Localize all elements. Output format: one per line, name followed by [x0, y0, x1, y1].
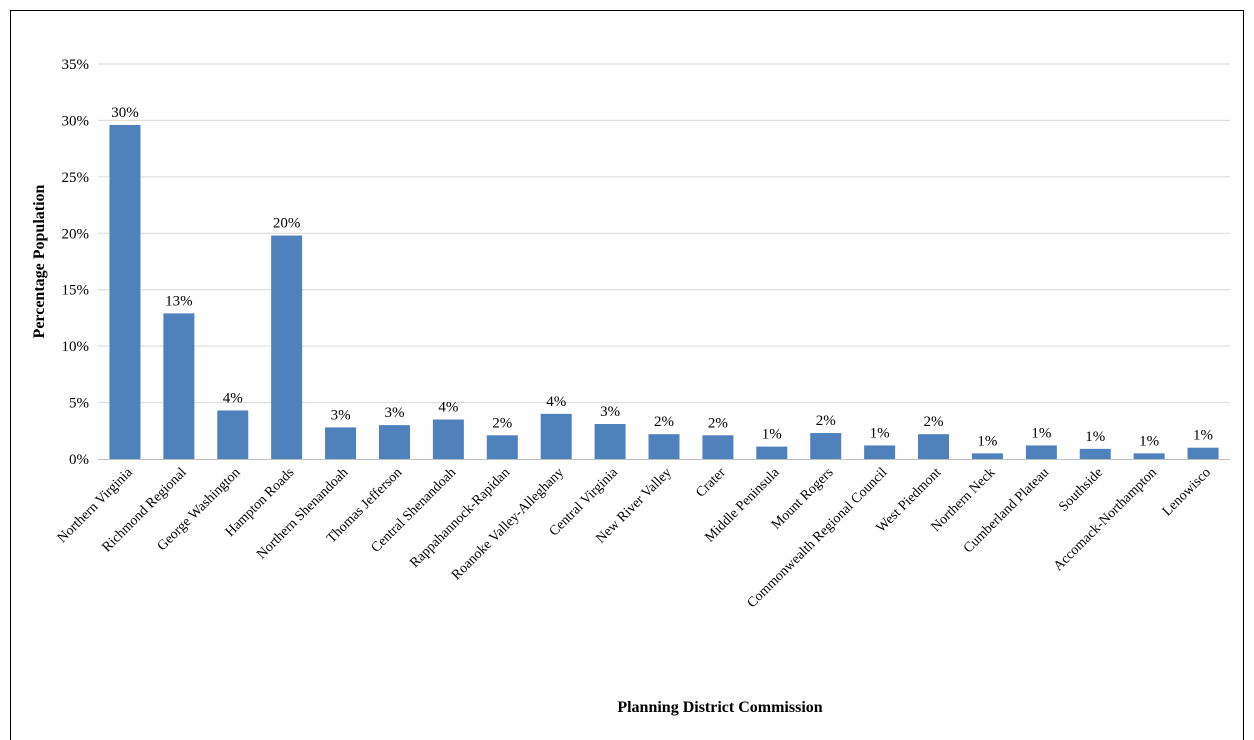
category-label: Northern Shenandoah: [254, 465, 351, 562]
y-tick-label: 0%: [69, 452, 89, 468]
data-label: 3%: [331, 407, 351, 423]
bar: [594, 424, 626, 459]
data-label: 13%: [165, 293, 193, 309]
bar: [702, 435, 734, 459]
data-label: 20%: [273, 216, 301, 232]
chart-frame: [10, 10, 1244, 740]
gridlines: [98, 63, 1230, 404]
bar: [325, 427, 357, 459]
data-label: 1%: [1031, 425, 1051, 441]
y-tick-label: 20%: [62, 226, 90, 242]
bar: [864, 445, 896, 459]
data-label: 4%: [438, 400, 458, 416]
category-label: Lenowisco: [1160, 465, 1214, 519]
bar: [971, 453, 1003, 459]
data-labels: 30% 13% 4% 20% 3% 3% 4% 2% 4% 3% 2% 2% 1% 2% 1% 2% 1% 1% 1…: [111, 105, 1213, 449]
bar: [163, 313, 195, 459]
y-axis-title: Percentage Population: [31, 184, 48, 338]
data-label: 2%: [924, 414, 944, 430]
bar: [1133, 453, 1165, 459]
bar: [486, 435, 518, 459]
bar: [648, 434, 680, 459]
category-label: Accomack-Northampton: [1051, 465, 1160, 574]
y-tick-label: 30%: [62, 113, 90, 129]
bar: [271, 235, 303, 459]
bar: [1079, 448, 1111, 459]
bar: [918, 434, 950, 459]
x-axis-title: Planning District Commission: [617, 699, 822, 716]
bars: [109, 124, 1219, 459]
data-label: 30%: [111, 105, 139, 121]
data-label: 2%: [492, 415, 512, 431]
data-label: 2%: [708, 415, 728, 431]
y-tick-label: 10%: [62, 339, 90, 355]
category-label: Roanoke Valley-Alleghany: [449, 465, 567, 583]
bar: [1025, 445, 1057, 459]
y-tick-label: 25%: [62, 170, 90, 186]
y-tick-label: 15%: [62, 283, 90, 299]
data-label: 1%: [762, 427, 782, 443]
data-label: 4%: [546, 394, 566, 410]
category-label: Crater: [693, 465, 729, 501]
data-label: 3%: [600, 404, 620, 420]
bar: [810, 433, 842, 459]
bar: [756, 446, 788, 459]
data-label: 1%: [1193, 428, 1213, 444]
bar: [432, 419, 464, 459]
bar: [540, 413, 572, 459]
data-label: 1%: [977, 433, 997, 449]
category-label: Rappahannock-Rapidan: [407, 465, 513, 571]
data-label: 2%: [654, 414, 674, 430]
data-label: 1%: [1085, 429, 1105, 445]
category-label: Southside: [1056, 465, 1106, 515]
bar: [217, 410, 249, 459]
data-label: 2%: [816, 413, 836, 429]
data-label: 3%: [384, 405, 404, 421]
bar: [1187, 447, 1219, 459]
data-label: 1%: [870, 425, 890, 441]
y-axis-tick-labels: 0% 5% 10% 15% 20% 25% 30% 35%: [62, 57, 90, 468]
y-tick-label: 35%: [62, 57, 90, 73]
bar: [109, 124, 141, 459]
data-label: 4%: [223, 390, 243, 406]
y-tick-label: 5%: [69, 396, 89, 412]
data-label: 1%: [1139, 433, 1159, 449]
bar: [378, 425, 410, 459]
